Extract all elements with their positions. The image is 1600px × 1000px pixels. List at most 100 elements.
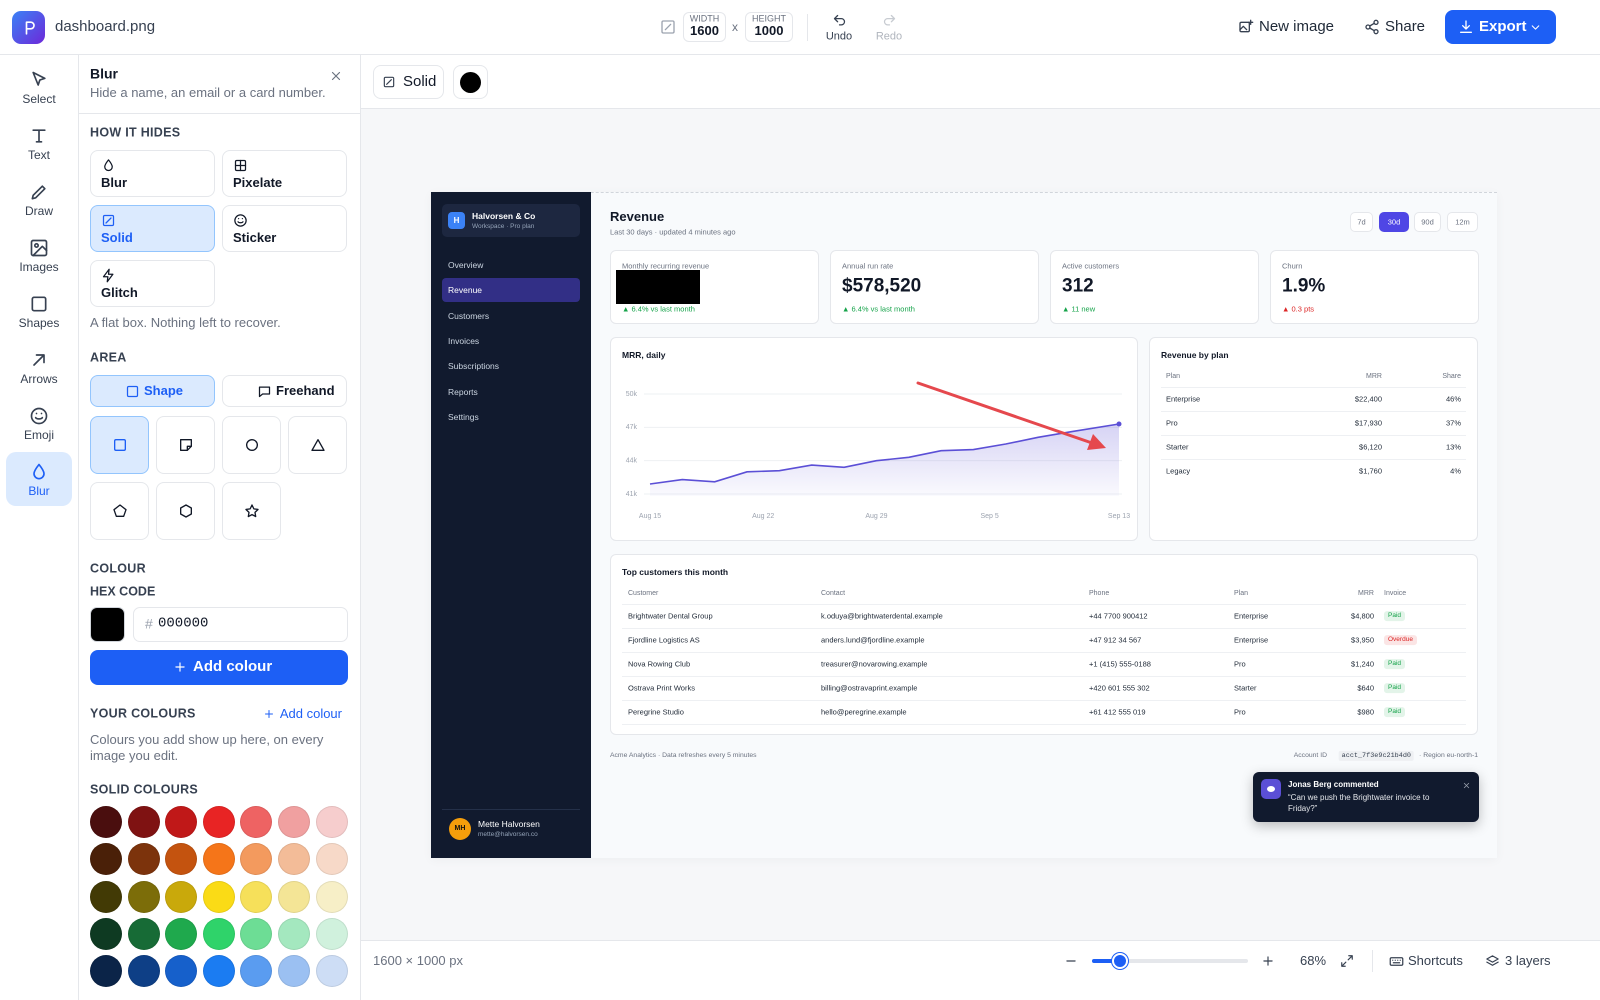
tool-icon	[30, 407, 48, 425]
range-label: 30d	[1387, 217, 1401, 227]
table-cell: 4%	[1450, 466, 1461, 476]
colour-swatch[interactable]	[202, 955, 235, 988]
export-icon	[1460, 20, 1472, 33]
colour-swatch[interactable]	[278, 843, 310, 876]
table-cell: $1,240	[1351, 659, 1374, 669]
method-card[interactable]	[222, 205, 347, 252]
colour-swatch[interactable]	[278, 917, 310, 950]
table-cell: $6,120	[1359, 442, 1382, 452]
colour-swatch[interactable]	[240, 806, 273, 838]
hex-input[interactable]	[133, 607, 348, 642]
kpi-delta: ▲ 11 new	[1062, 304, 1096, 314]
colour-swatch[interactable]	[127, 955, 160, 988]
user-avatar	[449, 818, 471, 840]
colour-swatch[interactable]	[315, 806, 348, 838]
row-divider	[622, 604, 1466, 605]
colour-button[interactable]	[453, 65, 488, 99]
method-card[interactable]	[90, 205, 215, 252]
colour-swatch[interactable]	[240, 917, 273, 950]
colour-swatch[interactable]	[90, 880, 122, 913]
method-card[interactable]	[90, 260, 215, 307]
colour-swatch[interactable]	[240, 955, 273, 988]
tool-rail	[0, 55, 79, 1000]
colour-swatch[interactable]	[315, 880, 348, 913]
shape-icon	[113, 439, 126, 451]
add-icon	[175, 662, 185, 672]
table-cell: $22,400	[1354, 394, 1382, 404]
table-cell: $980	[1357, 707, 1374, 717]
share-icon	[1365, 19, 1379, 35]
brand-initial: H	[453, 215, 460, 225]
method-label: Glitch	[101, 285, 138, 301]
current-colour[interactable]	[90, 607, 125, 642]
colour-swatch[interactable]	[278, 806, 310, 838]
zoom-knob[interactable]	[1112, 953, 1128, 969]
customers-title: Top customers this month	[622, 566, 729, 577]
shape-tile[interactable]	[90, 416, 149, 474]
kpi-delta: ▲ 6.4% vs last month	[622, 304, 695, 314]
colour-swatch[interactable]	[127, 843, 160, 876]
colour-swatch[interactable]	[278, 955, 310, 988]
shape-tile[interactable]	[90, 482, 149, 540]
colour-swatch[interactable]	[315, 917, 348, 950]
table-cell: Legacy	[1166, 466, 1191, 476]
invoice-badge: Overdue	[1384, 635, 1417, 645]
colour-swatch[interactable]	[278, 880, 310, 913]
colour-swatch[interactable]	[127, 917, 160, 950]
colour-swatch[interactable]	[202, 880, 235, 913]
method-label: Blur	[101, 175, 127, 191]
table-header: Phone	[1089, 589, 1110, 597]
height-field[interactable]	[745, 12, 793, 42]
shape-tile[interactable]	[288, 416, 347, 474]
shape-tile[interactable]	[156, 482, 215, 540]
colour-swatch[interactable]	[90, 917, 122, 950]
colour-swatch[interactable]	[202, 806, 235, 838]
method-card[interactable]	[222, 150, 347, 197]
range-button	[1414, 212, 1441, 232]
chart-card	[610, 337, 1138, 541]
colour-swatch[interactable]	[90, 806, 122, 838]
add-colour-button[interactable]	[90, 650, 348, 685]
colour-swatch[interactable]	[202, 917, 235, 950]
colour-swatch[interactable]	[90, 955, 122, 988]
plans-card	[1149, 337, 1478, 541]
workspace-label: Workspace · Pro plan	[472, 223, 535, 231]
colour-swatch[interactable]	[127, 880, 160, 913]
table-cell: Pro	[1234, 659, 1246, 669]
colour-swatch[interactable]	[202, 843, 235, 876]
colour-swatch[interactable]	[315, 955, 348, 988]
colour-swatch[interactable]	[240, 880, 273, 913]
colour-swatch[interactable]	[90, 843, 122, 876]
table-cell: Nova Rowing Club	[628, 659, 691, 669]
area-mode-button[interactable]	[222, 375, 347, 407]
range-label: 90d	[1421, 217, 1434, 227]
method-icon	[102, 214, 114, 226]
area-mode-button[interactable]	[90, 375, 215, 407]
shape-tile[interactable]	[222, 482, 281, 540]
table-cell: Brightwater Dental Group	[628, 611, 713, 621]
colour-swatch[interactable]	[315, 843, 348, 876]
table-cell: +47 912 34 567	[1089, 635, 1142, 645]
colour-swatch[interactable]	[165, 843, 198, 876]
colour-swatch[interactable]	[165, 806, 198, 838]
colour-swatch[interactable]	[165, 880, 198, 913]
tool-icon	[31, 185, 46, 200]
divider	[807, 14, 808, 41]
shape-tile[interactable]	[156, 416, 215, 474]
colour-swatch[interactable]	[127, 806, 160, 838]
method-card[interactable]	[90, 150, 215, 197]
table-cell: billing@ostravaprint.example	[821, 683, 918, 693]
nav-item: Overview	[448, 259, 484, 270]
colour-swatch[interactable]	[240, 843, 273, 876]
colour-swatch[interactable]	[165, 917, 198, 950]
colour-swatch[interactable]	[165, 955, 198, 988]
table-cell: Starter	[1166, 442, 1189, 452]
method-label: Pixelate	[233, 175, 283, 191]
toast-text: “Can we push the Brightwater invoice to …	[1288, 793, 1430, 813]
width-field[interactable]	[683, 12, 726, 42]
table-cell: Fjordline Logistics AS	[628, 635, 700, 645]
table-cell: anders.lund@fjordline.example	[821, 635, 925, 645]
shape-tile[interactable]	[222, 416, 281, 474]
canvas-size: 1600 × 1000 px	[373, 953, 463, 969]
redo-label: Redo	[875, 30, 903, 43]
